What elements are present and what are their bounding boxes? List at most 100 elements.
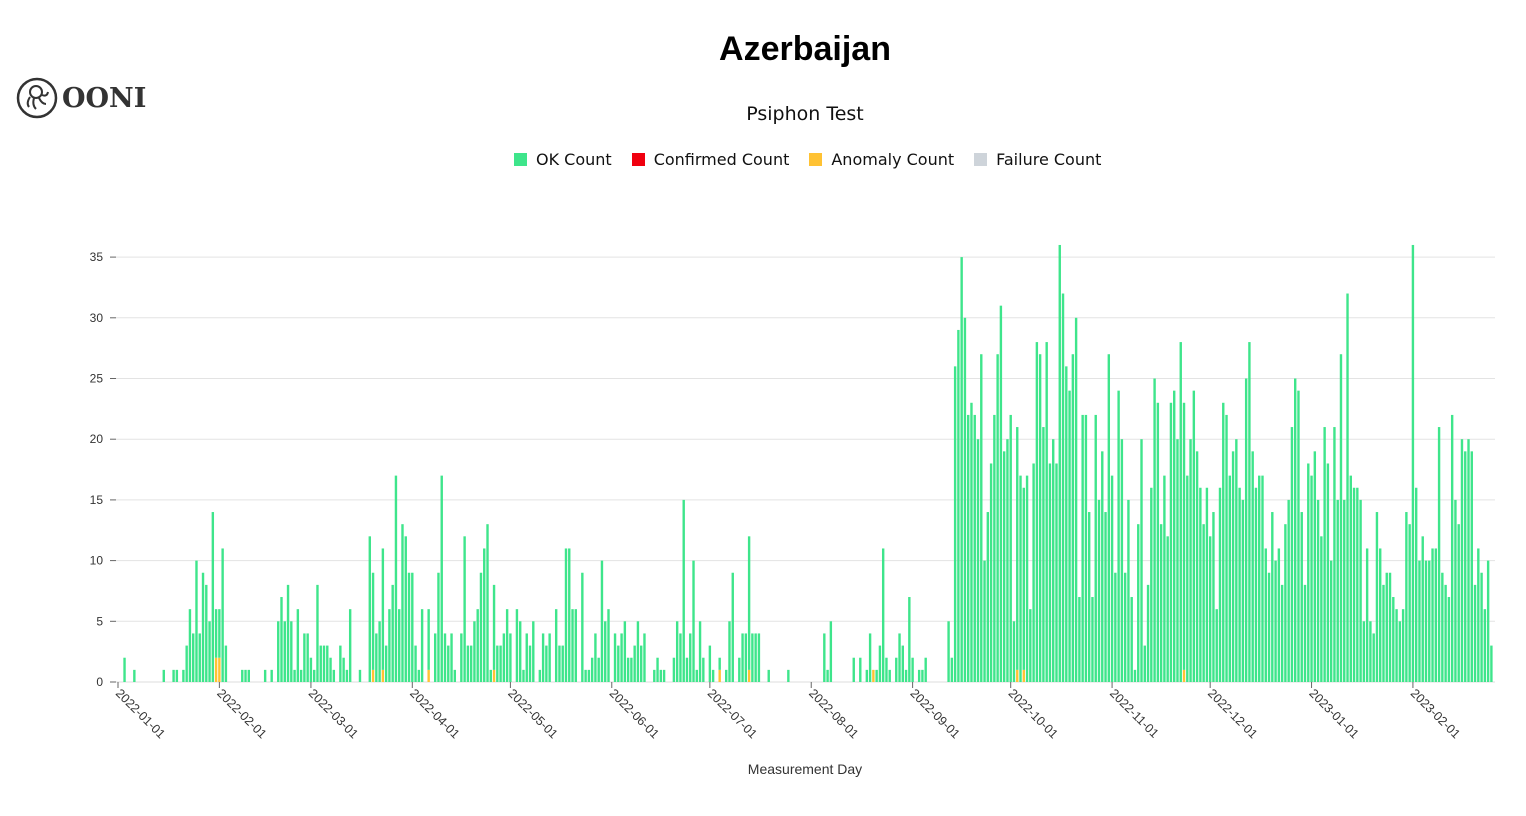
ok-bar xyxy=(339,645,342,682)
legend-item-ok[interactable]: OK Count xyxy=(514,150,612,169)
ok-bar xyxy=(1405,512,1408,682)
ok-bar xyxy=(1280,584,1284,682)
ok-bar xyxy=(728,621,731,682)
ok-bar xyxy=(463,536,466,682)
ok-bar xyxy=(195,560,198,682)
ok-bar xyxy=(1235,439,1238,682)
ok-bar xyxy=(378,621,381,682)
ok-bar xyxy=(375,633,378,682)
ok-bar xyxy=(881,548,885,682)
ok-bar xyxy=(496,645,499,682)
ok-bar xyxy=(515,609,519,682)
ok-bar xyxy=(695,669,698,682)
ok-bar xyxy=(1199,487,1202,682)
ok-bar xyxy=(443,633,447,682)
y-tick-label: 15 xyxy=(90,493,104,507)
ok-bar xyxy=(525,633,528,682)
ok-bar xyxy=(306,633,309,682)
ok-bar xyxy=(522,669,525,682)
ok-bar xyxy=(1150,487,1153,682)
ok-bar xyxy=(1025,475,1029,682)
ok-bar xyxy=(414,645,417,682)
ok-bar xyxy=(1176,439,1179,682)
ok-bar xyxy=(483,548,486,682)
ok-bar xyxy=(859,657,862,682)
ok-bar xyxy=(1316,499,1320,682)
ok-bar xyxy=(1087,512,1091,682)
ok-bar xyxy=(182,669,185,682)
ok-bar xyxy=(162,669,165,682)
ok-bar xyxy=(241,669,244,682)
ok-bar xyxy=(675,621,679,682)
legend: OK Count Confirmed Count Anomaly Count F… xyxy=(514,150,1101,169)
ok-bar xyxy=(476,609,479,682)
ok-bar xyxy=(1362,621,1366,682)
x-tick-label: 2022-03-01 xyxy=(306,686,361,741)
ok-bar xyxy=(973,414,976,682)
ok-bar xyxy=(711,669,715,682)
ok-bar xyxy=(1002,451,1006,682)
ok-bar xyxy=(319,645,322,682)
ok-bar xyxy=(1169,402,1173,682)
ok-bar xyxy=(1186,475,1189,682)
ok-bar xyxy=(1457,524,1460,682)
ok-bar xyxy=(1012,621,1016,682)
ok-bar xyxy=(1441,572,1444,682)
ok-bar xyxy=(1052,439,1055,682)
ok-bar xyxy=(1173,390,1176,682)
ok-bar xyxy=(986,512,990,682)
legend-item-confirmed[interactable]: Confirmed Count xyxy=(631,150,789,169)
ok-bar xyxy=(787,669,790,682)
ok-bar xyxy=(398,609,401,682)
ok-bar xyxy=(558,645,561,682)
ok-bar xyxy=(1483,609,1487,682)
x-tick-label: 2022-08-01 xyxy=(806,686,861,741)
ok-bar xyxy=(947,621,950,682)
ok-bar xyxy=(1251,451,1254,682)
ok-bar xyxy=(411,572,414,682)
ok-bar xyxy=(299,669,303,682)
ok-bar xyxy=(1166,536,1169,682)
ok-bar xyxy=(963,317,967,682)
ok-bar xyxy=(460,633,463,682)
ok-bar xyxy=(607,609,610,682)
ok-bar xyxy=(1182,402,1186,670)
ok-bar xyxy=(1336,499,1339,682)
ok-bar xyxy=(692,560,695,682)
legend-item-failure[interactable]: Failure Count xyxy=(974,150,1101,169)
ok-bar xyxy=(738,657,741,682)
ok-bar xyxy=(1375,512,1379,682)
anomaly-bar xyxy=(492,669,496,682)
legend-label: OK Count xyxy=(536,150,612,169)
ok-bar xyxy=(970,402,973,682)
ok-bar xyxy=(590,657,594,682)
ok-bar xyxy=(492,584,496,670)
ok-bar xyxy=(1159,524,1163,682)
ok-bar xyxy=(1029,609,1032,682)
ok-bar xyxy=(626,657,630,682)
ok-bar xyxy=(1208,536,1212,682)
ok-bar xyxy=(1225,414,1228,682)
ok-bar xyxy=(270,669,273,682)
ok-bar xyxy=(600,560,604,682)
ok-bar xyxy=(1261,475,1264,682)
ok-bar xyxy=(1450,414,1454,682)
ok-bar xyxy=(1137,524,1140,682)
legend-item-anomaly[interactable]: Anomaly Count xyxy=(809,150,954,169)
x-tick-label: 2022-07-01 xyxy=(705,686,760,741)
anomaly-bar xyxy=(218,657,221,682)
ok-bar xyxy=(1120,439,1124,682)
ok-bar xyxy=(345,669,349,682)
ok-bar xyxy=(1323,427,1326,682)
ok-bar xyxy=(1081,414,1084,682)
ok-bar xyxy=(221,548,224,682)
ok-bar xyxy=(1032,463,1035,682)
ok-bar xyxy=(437,572,440,682)
ok-bar xyxy=(1065,366,1068,682)
ok-bar xyxy=(672,657,676,682)
ok-bar xyxy=(499,645,502,682)
ok-bar xyxy=(1248,342,1251,682)
ok-bar xyxy=(447,645,450,682)
ok-bar xyxy=(633,645,636,682)
ok-bar xyxy=(702,657,705,682)
